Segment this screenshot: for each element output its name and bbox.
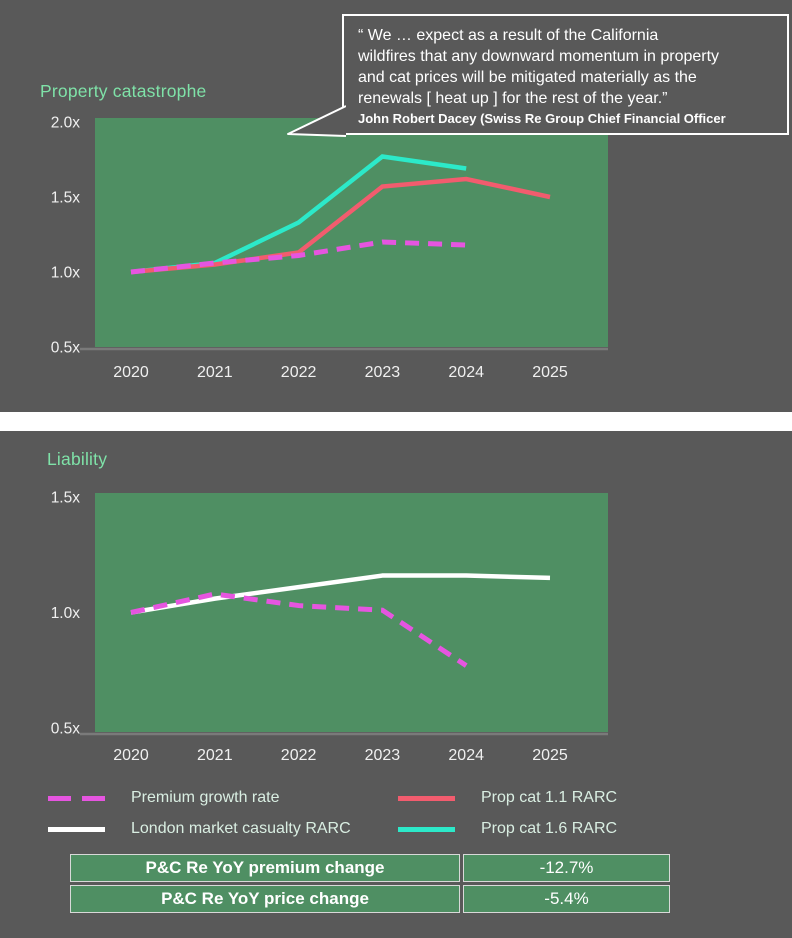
quote-text-line: and cat prices will be mitigated materia… [358, 69, 697, 86]
x-tick-label: 2023 [365, 364, 401, 381]
legend-item-london-market-casualty-rarc: London market casualty RARC [48, 818, 351, 840]
y-tick-label: 0.5x [51, 721, 81, 738]
plot-area [95, 118, 608, 347]
series-line-london-market-casualty-rarc [130, 573, 551, 615]
table-row: P&C Re YoY premium change -12.7% [70, 854, 670, 882]
x-tick-label: 2021 [197, 747, 233, 764]
x-tick-label: 2022 [281, 747, 317, 764]
quote-text-line: wildfires that any downward momentum in … [358, 48, 720, 65]
legend-item-prop-cat-1-1-rarc: Prop cat 1.1 RARC [398, 787, 617, 809]
x-tick-label: 2021 [197, 364, 233, 381]
legend-label: Prop cat 1.6 RARC [481, 820, 618, 837]
yoy-change-table: P&C Re YoY premium change -12.7% P&C Re … [67, 851, 673, 916]
y-tick-label: 1.5x [51, 490, 81, 507]
panel-divider [0, 412, 792, 431]
series-line-premium-growth-rate [130, 239, 467, 275]
legend-item-premium-growth-rate: Premium growth rate [48, 787, 280, 809]
x-tick-label: 2025 [532, 364, 568, 381]
liability-chart: 1.5x 1.0x 0.5x 2020 2021 2022 2023 2024 2025 [51, 490, 608, 764]
property-catastrophe-title: Property catastrophe [40, 81, 207, 101]
x-tick-label: 2020 [113, 364, 149, 381]
legend-swatch-prop-cat-1-1-rarc [398, 795, 455, 801]
quote-callout-tail-icon [287, 105, 346, 137]
liability-panel: Liability 1.5x 1.0x 0.5x 2020 2021 2022 2023 20… [0, 431, 792, 938]
quote-text-line: renewals [ heat up ] for the rest of the… [358, 90, 668, 107]
table-row-label: P&C Re YoY price change [70, 885, 460, 913]
x-tick-label: 2022 [281, 364, 317, 381]
table-row: P&C Re YoY price change -5.4% [70, 885, 670, 913]
x-tick-label: 2024 [448, 747, 484, 764]
quote-callout: “ We … expect as a result of the Califor… [342, 14, 789, 135]
x-tick-label: 2020 [113, 747, 149, 764]
series-line-premium-growth-rate [130, 591, 468, 668]
quote-attribution: John Robert Dacey (Swiss Re Group Chief … [358, 111, 726, 126]
x-tick-label: 2024 [448, 364, 484, 381]
property-catastrophe-chart: 2.0x 1.5x 1.0x 0.5x 2020 2021 2022 2023 2024 2025 [51, 115, 608, 381]
legend-label: Prop cat 1.1 RARC [481, 789, 618, 806]
table-row-label: P&C Re YoY premium change [70, 854, 460, 882]
y-tick-label: 1.0x [51, 265, 81, 282]
y-tick-label: 1.0x [51, 605, 81, 622]
quote-text-line: “ We … expect as a result of the Califor… [358, 27, 659, 44]
liability-title: Liability [47, 449, 108, 469]
y-tick-label: 1.5x [51, 190, 81, 207]
x-tick-label: 2023 [365, 747, 401, 764]
y-tick-label: 2.0x [51, 115, 81, 132]
legend-label: Premium growth rate [131, 789, 280, 806]
plot-area [95, 493, 608, 732]
table-row-value: -12.7% [463, 854, 670, 882]
x-tick-label: 2025 [532, 747, 568, 764]
y-tick-label: 0.5x [51, 340, 81, 357]
legend-swatch-premium-growth-rate [48, 795, 105, 801]
table-row-value: -5.4% [463, 885, 670, 913]
property-catastrophe-panel: Property catastrophe 2.0x 1.5x 1.0x 0.5x 202… [0, 0, 792, 412]
legend-swatch-prop-cat-1-6-rarc [398, 826, 455, 832]
legend-item-prop-cat-1-6-rarc: Prop cat 1.6 RARC [398, 818, 617, 840]
legend-swatch-london-market-casualty-rarc [48, 826, 105, 832]
legend-label: London market casualty RARC [131, 820, 351, 837]
